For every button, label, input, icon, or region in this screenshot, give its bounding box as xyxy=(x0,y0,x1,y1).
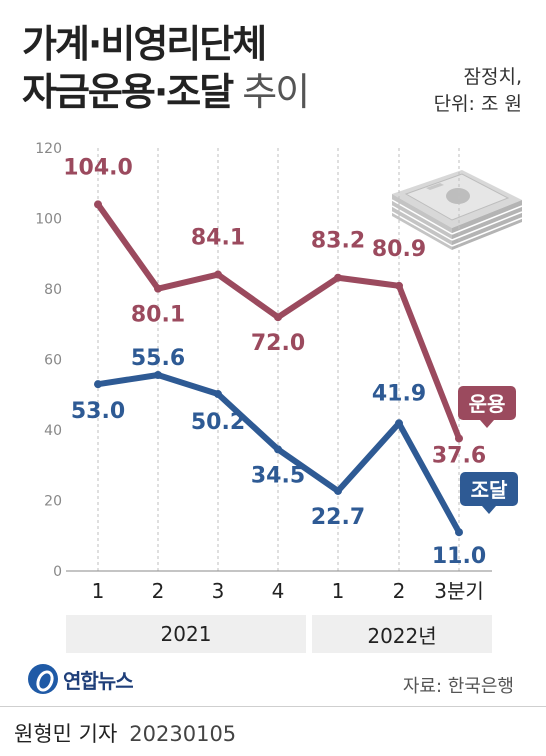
data-point xyxy=(334,486,342,495)
x-tick-label: 2 xyxy=(393,579,406,603)
line-chart: 0 20 40 60 80 100 120 1 2 3 4 1 2 3분기 104.0 80.1 84.1 7… xyxy=(35,141,523,603)
data-label: 22.7 xyxy=(311,505,365,530)
data-label: 83.2 xyxy=(311,229,365,254)
data-point xyxy=(94,200,102,209)
note-unit: 단위: 조 원 xyxy=(433,93,522,115)
series-layer: 104.0 80.1 84.1 72.0 83.2 80.9 37.6 53.0 55.6 50.… xyxy=(63,155,486,569)
x-tick-label: 1 xyxy=(332,579,345,603)
title-line-1: 가계·비영리단체 xyxy=(22,22,267,66)
byline: 원형민 기자 20230105 xyxy=(14,718,236,748)
data-label: 37.6 xyxy=(432,443,486,468)
title-line-2: 자금운용·조달 추이 xyxy=(22,68,310,116)
note-provisional: 잠정치, xyxy=(463,66,522,88)
y-tick-label: 100 xyxy=(35,212,62,228)
data-label: 34.5 xyxy=(251,463,305,488)
data-point xyxy=(154,371,162,380)
x-axis: 1 2 3 4 1 2 3분기 xyxy=(92,579,484,603)
y-tick-label: 80 xyxy=(44,282,62,298)
data-point xyxy=(214,390,222,399)
y-tick-label: 40 xyxy=(44,423,62,439)
data-label: 41.9 xyxy=(372,381,426,406)
title-line-2-light: 추이 xyxy=(232,70,310,114)
data-point xyxy=(455,528,463,537)
x-tick-label: 3 xyxy=(212,579,225,603)
logo-text: 연합뉴스 xyxy=(63,668,134,693)
legend-label: 조달 xyxy=(471,478,508,502)
data-label: 80.9 xyxy=(372,237,426,262)
data-label: 11.0 xyxy=(432,544,486,569)
data-label: 55.6 xyxy=(131,346,185,371)
data-point xyxy=(334,273,342,282)
y-tick-label: 60 xyxy=(44,353,62,369)
yonhap-logo-icon xyxy=(28,664,58,694)
legend-badge-pointer xyxy=(480,420,494,428)
data-label: 50.2 xyxy=(191,410,245,435)
data-point xyxy=(395,419,403,428)
y-tick-label: 120 xyxy=(35,141,62,157)
y-tick-label: 0 xyxy=(53,564,62,580)
data-point xyxy=(395,281,403,290)
title-line-2-bold: 자금운용·조달 xyxy=(22,70,234,114)
data-point xyxy=(274,313,282,322)
legend-badge-bg xyxy=(458,386,516,420)
legend-badge-1: 조달 xyxy=(460,472,518,514)
x-tick-label: 1 xyxy=(92,579,105,603)
chart-title: 가계·비영리단체 자금운용·조달 추이 xyxy=(22,20,310,116)
data-point xyxy=(214,270,222,279)
x-tick-label: 2 xyxy=(152,579,165,603)
money-stack-icon xyxy=(391,170,523,250)
data-point xyxy=(154,284,162,293)
year-band-2022: 2022년 xyxy=(312,615,492,653)
data-label: 72.0 xyxy=(251,331,305,356)
year-band-2021: 2021 xyxy=(66,615,306,653)
legend-badge-pointer xyxy=(482,506,496,514)
y-tick-label: 20 xyxy=(44,494,62,510)
reporter-name: 원형민 기자 xyxy=(14,722,118,746)
data-label: 84.1 xyxy=(191,226,245,251)
data-label: 53.0 xyxy=(71,399,125,424)
data-label: 104.0 xyxy=(63,155,133,180)
y-axis: 0 20 40 60 80 100 120 xyxy=(35,141,62,580)
data-point xyxy=(274,445,282,454)
x-tick-label: 4 xyxy=(272,579,285,603)
unit-note: 잠정치, 단위: 조 원 xyxy=(434,64,522,118)
legend-label: 운용 xyxy=(469,392,506,416)
publish-date: 20230105 xyxy=(129,722,237,746)
gridlines xyxy=(66,148,492,572)
data-point xyxy=(455,434,463,443)
footer-divider xyxy=(0,706,546,707)
yonhap-logo: 연합뉴스 xyxy=(28,664,134,694)
data-point xyxy=(94,380,102,389)
legend-badge-bg xyxy=(460,472,518,506)
legend-badge-0: 운용 xyxy=(458,386,516,428)
x-tick-label: 3분기 xyxy=(434,579,484,603)
data-label: 80.1 xyxy=(131,303,185,328)
source-text: 자료: 한국은행 xyxy=(402,676,514,697)
